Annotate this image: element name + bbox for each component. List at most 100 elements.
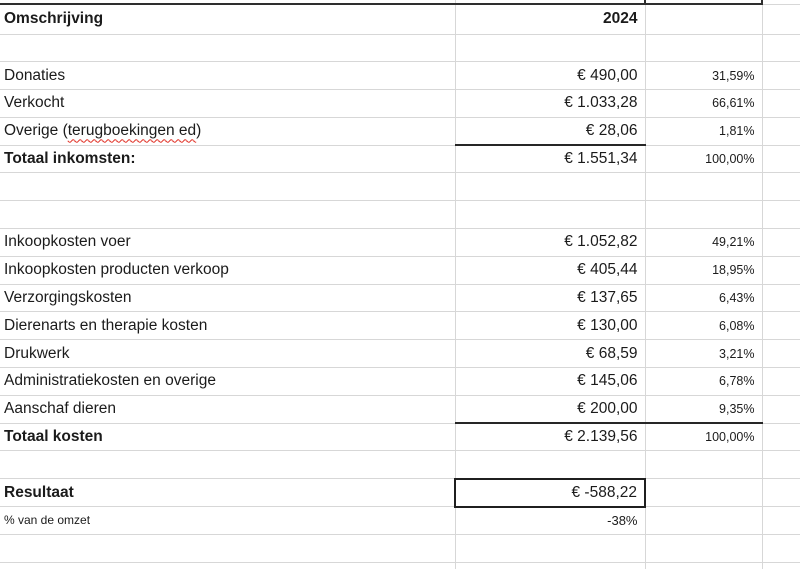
empty-cell[interactable] bbox=[0, 450, 456, 480]
empty-cell[interactable] bbox=[0, 561, 456, 569]
cell-inkoop-producten-pct[interactable]: 18,95% bbox=[644, 255, 763, 285]
empty-cell[interactable] bbox=[644, 506, 763, 535]
empty-cell[interactable] bbox=[644, 450, 763, 480]
empty-cell[interactable] bbox=[0, 172, 456, 202]
empty-row bbox=[0, 172, 800, 202]
cell-overige-label[interactable]: Overige (terugboekingen ed) bbox=[0, 116, 456, 146]
cell-aanschaf-pct[interactable]: 9,35% bbox=[644, 394, 763, 425]
cell-totaal-kosten-label[interactable]: Totaal kosten bbox=[0, 422, 456, 452]
empty-cell[interactable] bbox=[454, 450, 646, 480]
cell-donaties-label[interactable]: Donaties bbox=[0, 61, 456, 91]
empty-cell[interactable] bbox=[454, 561, 646, 569]
row-totaal-kosten: Totaal kosten € 2.139,56 100,00% bbox=[0, 422, 800, 452]
empty-cell[interactable] bbox=[644, 561, 763, 569]
empty-cell[interactable] bbox=[761, 339, 800, 369]
label-text: Overige ( bbox=[4, 122, 68, 140]
empty-cell[interactable] bbox=[761, 255, 800, 285]
empty-cell[interactable] bbox=[644, 533, 763, 563]
cell-drukwerk-value[interactable]: € 68,59 bbox=[454, 339, 646, 369]
empty-cell[interactable] bbox=[761, 311, 800, 341]
empty-cell[interactable] bbox=[0, 533, 456, 563]
row-totaal-inkomsten: Totaal inkomsten: € 1.551,34 100,00% bbox=[0, 144, 800, 174]
cell-inkoop-voer-label[interactable]: Inkoopkosten voer bbox=[0, 228, 456, 257]
header-row: Omschrijving 2024 bbox=[0, 3, 800, 35]
cell-verzorging-value[interactable]: € 137,65 bbox=[454, 283, 646, 313]
cell-totaal-inkomsten-pct[interactable]: 100,00% bbox=[644, 144, 763, 174]
empty-cell[interactable] bbox=[761, 172, 800, 202]
cell-dierenarts-value[interactable]: € 130,00 bbox=[454, 311, 646, 341]
empty-cell[interactable] bbox=[761, 116, 800, 146]
cell-header-2024[interactable]: 2024 bbox=[454, 3, 646, 35]
empty-cell[interactable] bbox=[761, 33, 800, 63]
cell-drukwerk-pct[interactable]: 3,21% bbox=[644, 339, 763, 369]
cell-verkocht-pct[interactable]: 66,61% bbox=[644, 89, 763, 118]
row-overige: Overige (terugboekingen ed) € 28,06 1,81… bbox=[0, 116, 800, 147]
cell-omzet-pct-value[interactable]: -38% bbox=[454, 506, 646, 535]
row-verzorging: Verzorgingskosten € 137,65 6,43% bbox=[0, 283, 800, 313]
empty-cell[interactable] bbox=[644, 33, 763, 63]
cell-totaal-kosten-value[interactable]: € 2.139,56 bbox=[454, 422, 646, 452]
row-inkoop-producten: Inkoopkosten producten verkoop € 405,44 … bbox=[0, 255, 800, 285]
cell-totaal-inkomsten-value[interactable]: € 1.551,34 bbox=[454, 144, 646, 174]
cell-overige-value[interactable]: € 28,06 bbox=[454, 116, 646, 147]
cell-resultaat-value[interactable]: € -588,22 bbox=[454, 477, 646, 508]
empty-cell[interactable] bbox=[761, 422, 800, 452]
cell-verzorging-label[interactable]: Verzorgingskosten bbox=[0, 283, 456, 313]
empty-cell[interactable] bbox=[454, 33, 646, 63]
cell-inkoop-producten-label[interactable]: Inkoopkosten producten verkoop bbox=[0, 255, 456, 285]
cell-drukwerk-label[interactable]: Drukwerk bbox=[0, 339, 456, 369]
empty-cell[interactable] bbox=[761, 561, 800, 569]
cell-dierenarts-label[interactable]: Dierenarts en therapie kosten bbox=[0, 311, 456, 341]
row-verkocht: Verkocht € 1.033,28 66,61% bbox=[0, 89, 800, 118]
cell-aanschaf-value[interactable]: € 200,00 bbox=[454, 394, 646, 425]
empty-cell[interactable] bbox=[761, 89, 800, 118]
empty-cell[interactable] bbox=[761, 144, 800, 174]
empty-cell[interactable] bbox=[644, 172, 763, 202]
empty-cell[interactable] bbox=[644, 200, 763, 230]
partial-bottom-row bbox=[0, 561, 800, 569]
cell-omzet-pct-label[interactable]: % van de omzet bbox=[0, 506, 456, 535]
empty-cell[interactable] bbox=[0, 200, 456, 230]
cell-donaties-pct[interactable]: 31,59% bbox=[644, 61, 763, 91]
empty-row bbox=[0, 33, 800, 63]
empty-cell[interactable] bbox=[761, 3, 800, 35]
empty-cell[interactable] bbox=[761, 200, 800, 230]
row-aanschaf: Aanschaf dieren € 200,00 9,35% bbox=[0, 394, 800, 425]
empty-cell[interactable] bbox=[761, 283, 800, 313]
cell-resultaat-label[interactable]: Resultaat bbox=[0, 478, 456, 508]
cell-administratie-value[interactable]: € 145,06 bbox=[454, 367, 646, 396]
misspelled-text: terugboekingen ed bbox=[67, 122, 197, 140]
row-resultaat: Resultaat € -588,22 bbox=[0, 477, 800, 508]
empty-cell[interactable] bbox=[761, 228, 800, 257]
row-drukwerk: Drukwerk € 68,59 3,21% bbox=[0, 339, 800, 369]
row-donaties: Donaties € 490,00 31,59% bbox=[0, 61, 800, 91]
cell-overige-pct[interactable]: 1,81% bbox=[644, 116, 763, 146]
cell-verzorging-pct[interactable]: 6,43% bbox=[644, 283, 763, 313]
empty-cell[interactable] bbox=[761, 394, 800, 424]
cell-inkoop-voer-pct[interactable]: 49,21% bbox=[644, 228, 763, 257]
empty-cell[interactable] bbox=[761, 478, 800, 508]
cell-inkoop-voer-value[interactable]: € 1.052,82 bbox=[454, 228, 646, 257]
empty-cell[interactable] bbox=[644, 3, 763, 35]
empty-cell[interactable] bbox=[644, 478, 763, 508]
empty-cell[interactable] bbox=[761, 61, 800, 91]
cell-administratie-pct[interactable]: 6,78% bbox=[644, 367, 763, 396]
cell-aanschaf-label[interactable]: Aanschaf dieren bbox=[0, 394, 456, 424]
empty-cell[interactable] bbox=[0, 33, 456, 63]
empty-cell[interactable] bbox=[761, 367, 800, 396]
cell-header-omschrijving[interactable]: Omschrijving bbox=[0, 3, 456, 35]
cell-administratie-label[interactable]: Administratiekosten en overige bbox=[0, 367, 456, 396]
empty-cell[interactable] bbox=[454, 172, 646, 202]
empty-cell[interactable] bbox=[761, 506, 800, 535]
empty-cell[interactable] bbox=[761, 533, 800, 563]
cell-donaties-value[interactable]: € 490,00 bbox=[454, 61, 646, 91]
cell-totaal-inkomsten-label[interactable]: Totaal inkomsten: bbox=[0, 144, 456, 174]
empty-cell[interactable] bbox=[454, 533, 646, 563]
cell-totaal-kosten-pct[interactable]: 100,00% bbox=[644, 422, 763, 452]
cell-inkoop-producten-value[interactable]: € 405,44 bbox=[454, 255, 646, 285]
cell-dierenarts-pct[interactable]: 6,08% bbox=[644, 311, 763, 341]
cell-verkocht-value[interactable]: € 1.033,28 bbox=[454, 89, 646, 118]
empty-cell[interactable] bbox=[454, 200, 646, 230]
empty-cell[interactable] bbox=[761, 450, 800, 480]
cell-verkocht-label[interactable]: Verkocht bbox=[0, 89, 456, 118]
